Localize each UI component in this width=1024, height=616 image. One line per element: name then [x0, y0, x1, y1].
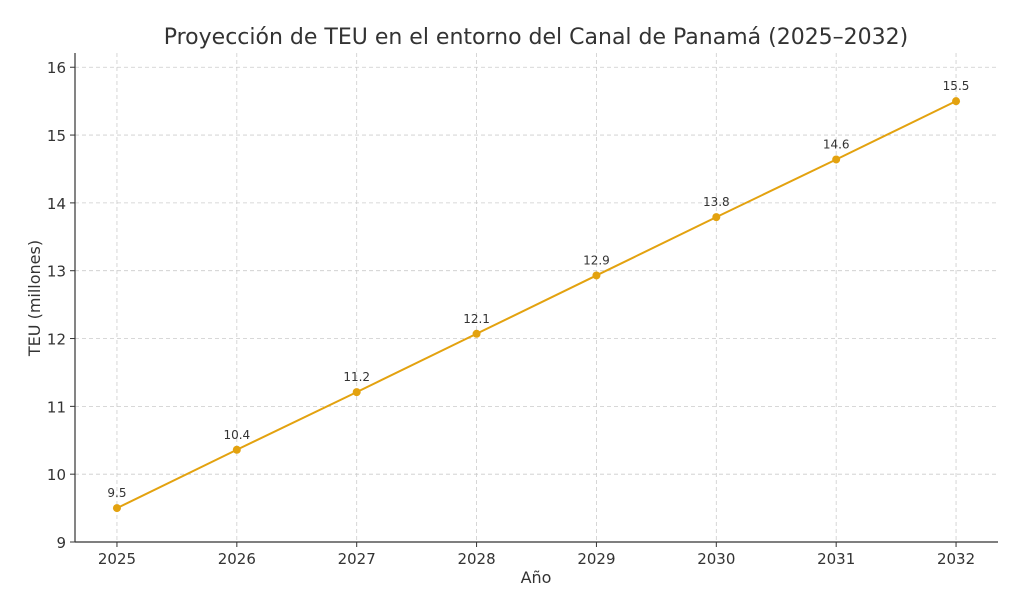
x-tick-label: 2030: [697, 550, 735, 568]
data-point: [232, 445, 241, 454]
data-label: 11.2: [343, 370, 370, 384]
data-label: 15.5: [943, 79, 970, 93]
data-point: [952, 97, 961, 106]
axes: [74, 53, 998, 543]
y-tick-label: 11: [47, 398, 66, 416]
y-tick-label: 13: [47, 263, 66, 281]
data-point: [352, 388, 361, 397]
y-tick-label: 14: [47, 195, 66, 213]
x-tick-label: 2027: [338, 550, 376, 568]
data-label: 9.5: [107, 486, 126, 500]
x-tick-label: 2026: [218, 550, 256, 568]
x-axis-label: Año: [521, 568, 552, 587]
data-label: 12.9: [583, 253, 610, 267]
data-point: [832, 155, 841, 164]
y-tick-label: 15: [47, 127, 66, 145]
grid: [75, 53, 998, 543]
data-label: 14.6: [823, 137, 850, 151]
y-tick-label: 16: [47, 59, 66, 77]
data-point: [472, 329, 481, 338]
data-point: [112, 504, 121, 513]
x-tick-label: 2032: [937, 550, 975, 568]
data-point: [592, 271, 601, 280]
chart-title: Proyección de TEU en el entorno del Cana…: [164, 25, 909, 50]
data-label: 13.8: [703, 195, 730, 209]
x-tick-label: 2029: [577, 550, 615, 568]
ticks: 2025 2026 2027 2028 2029 2030 2031 2032 9 10 11 12 1…: [47, 59, 975, 568]
y-tick-label: 10: [47, 466, 66, 484]
y-tick-label: 12: [47, 331, 66, 349]
x-tick-label: 2025: [98, 550, 136, 568]
y-tick-label: 9: [56, 534, 66, 552]
y-axis-label: TEU (millones): [25, 240, 44, 357]
x-tick-label: 2031: [817, 550, 855, 568]
data-point: [712, 213, 721, 222]
data-label: 10.4: [223, 428, 250, 442]
data-label: 12.1: [463, 312, 490, 326]
series-line: [116, 100, 957, 509]
series: 9.5 10.4 11.2 12.1 12.9 13.8 14.6 15.5: [107, 79, 970, 513]
x-tick-label: 2028: [457, 550, 495, 568]
